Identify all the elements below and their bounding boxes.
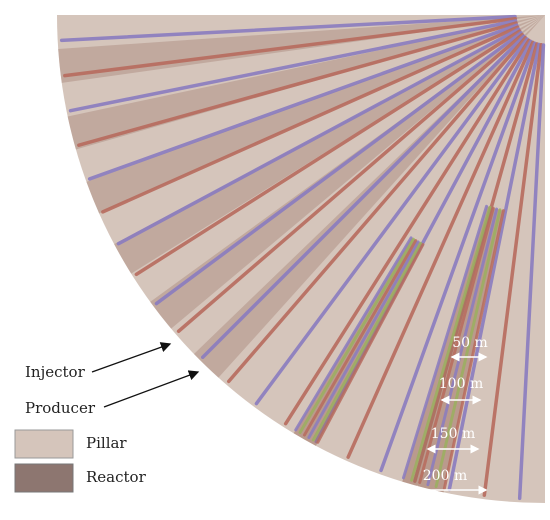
well	[316, 243, 425, 444]
producer-well	[63, 17, 517, 78]
injector-well	[154, 31, 523, 306]
well	[307, 240, 420, 439]
injector-well	[517, 43, 546, 501]
injector-well	[201, 34, 526, 359]
well	[442, 209, 505, 490]
injector-label: Injector	[25, 363, 86, 381]
legend-label: Reactor	[86, 468, 147, 486]
well	[311, 241, 423, 442]
reactor-swatch	[14, 463, 74, 493]
legend: Pillar Reactor	[14, 429, 147, 493]
well	[434, 208, 502, 489]
injector-well	[68, 19, 518, 113]
producer-well	[283, 38, 531, 426]
reactor-area	[114, 15, 545, 274]
producer-well	[482, 43, 543, 497]
scale-label: 50 m	[452, 335, 488, 351]
producer-well	[226, 35, 528, 384]
well	[294, 236, 413, 432]
well	[418, 206, 495, 485]
injector-arrow	[91, 342, 172, 373]
pillar-swatch	[14, 429, 74, 459]
producer-well	[77, 21, 518, 147]
scale-label: 100 m	[439, 376, 483, 392]
reactor-area	[193, 15, 546, 378]
scale-label: 150 m	[431, 426, 475, 442]
injector-well	[116, 27, 521, 246]
well	[302, 239, 418, 437]
producer-arrow	[103, 370, 200, 408]
well	[410, 205, 492, 482]
producer-well	[134, 29, 522, 277]
scale-bars: 50 m 100 m 150 m 200 m	[408, 335, 488, 495]
producer-well	[346, 40, 535, 459]
producer-well	[176, 32, 525, 334]
annotations: Injector Producer	[25, 342, 200, 417]
well	[401, 204, 489, 480]
producer-well	[101, 25, 520, 214]
injector-well	[254, 37, 529, 406]
producer-label: Producer	[25, 399, 96, 417]
fan	[57, 14, 546, 503]
injector-well	[379, 41, 537, 473]
injector-well	[59, 14, 517, 43]
injector-well	[447, 42, 541, 492]
legend-label: Pillar	[86, 434, 127, 452]
well	[426, 207, 499, 487]
scale-label: 200 m	[423, 468, 467, 484]
well	[298, 237, 415, 434]
injector-well	[87, 23, 519, 181]
reactor-area	[150, 15, 545, 329]
